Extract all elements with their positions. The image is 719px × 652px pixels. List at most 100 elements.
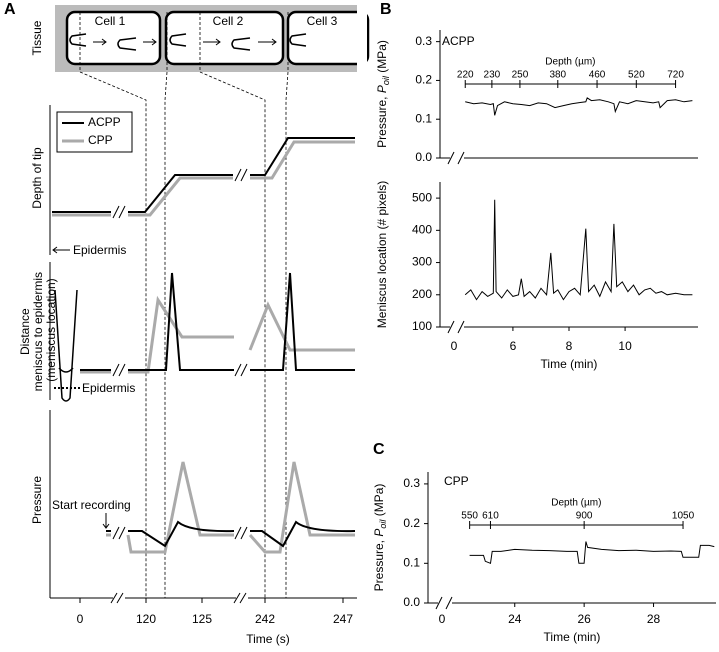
arrow — [52, 246, 70, 254]
depth-label: 1050 — [672, 511, 695, 522]
tips — [69, 33, 307, 51]
y-label-symbol: P — [375, 85, 389, 93]
y-label: Pressure, Poil (MPa) — [372, 484, 388, 592]
axis-break — [110, 592, 247, 604]
row-label-line: Distance — [18, 308, 32, 355]
axis-break — [112, 168, 248, 219]
y-label-part: Pressure, — [372, 537, 386, 592]
panel-label: C — [373, 441, 385, 458]
tick-marks — [79, 598, 344, 603]
row-label: Distance meniscus to epidermis (meniscus… — [18, 269, 58, 392]
y-tick-label: 0.2 — [415, 73, 432, 87]
cell — [164, 10, 285, 66]
axis-break — [435, 596, 453, 610]
cell-label: Cell 3 — [307, 14, 338, 28]
y-tick-label: 400 — [412, 223, 432, 237]
panel-label: B — [380, 1, 392, 18]
x-origin-label: 0 — [439, 612, 446, 626]
row-label: Pressure — [30, 476, 44, 524]
capillary — [54, 289, 78, 402]
trace — [465, 97, 693, 116]
arrow — [93, 38, 107, 46]
depth-label: 900 — [576, 511, 593, 522]
curve-acpp — [106, 520, 356, 548]
axis-break — [447, 320, 465, 334]
curve-cpp — [106, 461, 355, 554]
row-label-line: meniscus to epidermis — [31, 272, 45, 391]
x-tick-label: 120 — [136, 612, 156, 626]
depth-label: 380 — [549, 70, 566, 81]
cell-label: Cell 2 — [213, 14, 244, 28]
arrow — [143, 38, 157, 46]
x-tick-label: 26 — [577, 612, 591, 626]
y-label-symbol: P — [372, 529, 386, 537]
y-label-sub: oil — [381, 75, 391, 85]
x-tick-label: 24 — [508, 612, 522, 626]
x-tick-label: 28 — [647, 612, 661, 626]
x-tick-label: 125 — [192, 612, 212, 626]
y-tick-label: 0.2 — [403, 516, 420, 530]
trace — [464, 199, 693, 301]
guide-lines — [79, 12, 289, 598]
legend-label: ACPP — [88, 115, 121, 129]
y-tick-label: 0.1 — [403, 555, 420, 569]
depth-title: Depth (µm) — [551, 498, 601, 509]
annotation: Epidermis — [82, 381, 135, 395]
tip — [231, 37, 251, 51]
annotation: CPP — [444, 474, 469, 488]
depth-label: 520 — [628, 70, 645, 81]
x-tick-label: 0 — [77, 612, 84, 626]
curve-cpp — [80, 295, 355, 374]
x-tick-label: 247 — [333, 612, 353, 626]
depth-label: 230 — [484, 70, 501, 81]
y-tick-label: 300 — [412, 255, 432, 269]
y-tick-label: 200 — [412, 287, 432, 301]
x-origin-label: 0 — [451, 339, 458, 353]
tip — [69, 33, 87, 47]
annotation: Start recording — [52, 498, 131, 512]
y-tick-label: 0.1 — [415, 111, 432, 125]
axis-break — [112, 363, 248, 377]
x-label: Time (s) — [246, 632, 290, 646]
tip — [169, 33, 187, 47]
y-tick-label: 0.3 — [415, 34, 432, 48]
legend — [56, 111, 133, 153]
x-tick-label: 6 — [510, 339, 517, 353]
tip — [289, 33, 307, 47]
curve-cpp — [52, 140, 355, 217]
y-tick-label: 0.3 — [403, 476, 420, 490]
y-label: Meniscus location (# pixels) — [375, 181, 389, 328]
tip — [117, 37, 137, 51]
cell — [65, 10, 162, 66]
depth-label: 550 — [461, 511, 478, 522]
y-label-sub: oil — [378, 519, 388, 529]
y-label: Pressure, Poil (MPa) — [375, 40, 391, 148]
annotation: ACPP — [442, 34, 475, 48]
legend-label: CPP — [88, 133, 113, 147]
y-label-unit: (MPa) — [372, 484, 386, 520]
y-tick-label: 100 — [412, 319, 432, 333]
y-label-part: Pressure, — [375, 93, 389, 148]
axis-break — [112, 526, 248, 540]
curve-acpp — [80, 272, 355, 371]
arrow — [203, 38, 221, 46]
annotation: Epidermis — [73, 243, 126, 257]
y-label-unit: (MPa) — [375, 40, 389, 76]
panel-label: A — [4, 1, 16, 18]
x-tick-label: 8 — [566, 339, 573, 353]
arrows — [93, 38, 277, 46]
x-tick-label: 10 — [618, 339, 632, 353]
depth-title: Depth (µm) — [545, 57, 595, 68]
arrow — [102, 513, 110, 529]
depth-label: 720 — [667, 70, 684, 81]
axis-break — [447, 151, 465, 165]
meniscus — [58, 367, 74, 373]
row-label: Depth of tip — [30, 147, 44, 209]
depth-label: 610 — [482, 511, 499, 522]
depth-label: 220 — [457, 70, 474, 81]
clip — [357, 0, 367, 80]
depth-label: 250 — [512, 70, 529, 81]
